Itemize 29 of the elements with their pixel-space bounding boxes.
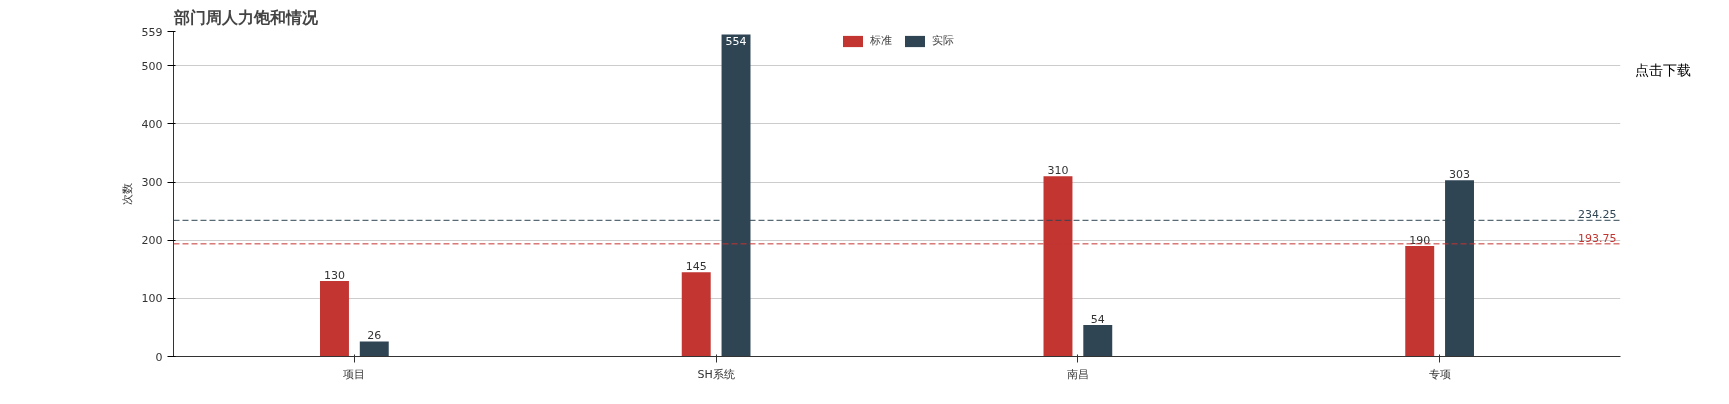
y-tick-label: 500	[141, 59, 163, 73]
ref-line-label: 193.75	[1578, 231, 1617, 245]
chart-title: 部门周人力饱和情况	[172, 7, 319, 27]
x-tick-label: 项目	[343, 367, 366, 381]
bar	[320, 280, 349, 357]
data-label: 145	[685, 260, 707, 274]
text: 点击下载	[1635, 61, 1691, 80]
data-label: 554	[725, 35, 747, 49]
y-tick-label: 559	[141, 25, 163, 39]
bar	[681, 272, 711, 357]
data-label: 26	[367, 329, 382, 343]
data-label: 303	[1449, 168, 1471, 182]
y-axis-title: 次数	[120, 183, 134, 205]
ref-line-label: 234.25	[1578, 208, 1617, 222]
legend-label: 实际	[931, 33, 954, 48]
y-tick-label: 100	[141, 292, 163, 306]
legend-label: 标准	[869, 33, 892, 48]
bar	[359, 341, 389, 357]
x-tick-label: 专项	[1428, 367, 1451, 381]
bar	[1083, 325, 1113, 357]
x-tick-label: 南昌	[1066, 367, 1089, 381]
data-label: 130	[323, 268, 345, 282]
y-tick-label: 0	[155, 350, 163, 364]
y-tick-label: 300	[141, 176, 163, 190]
x-tick-label: SH系统	[697, 367, 735, 381]
data-label: 310	[1047, 164, 1069, 178]
y-tick-label: 200	[141, 234, 163, 248]
data-label: 54	[1090, 313, 1105, 327]
y-tick-label: 400	[141, 117, 163, 131]
